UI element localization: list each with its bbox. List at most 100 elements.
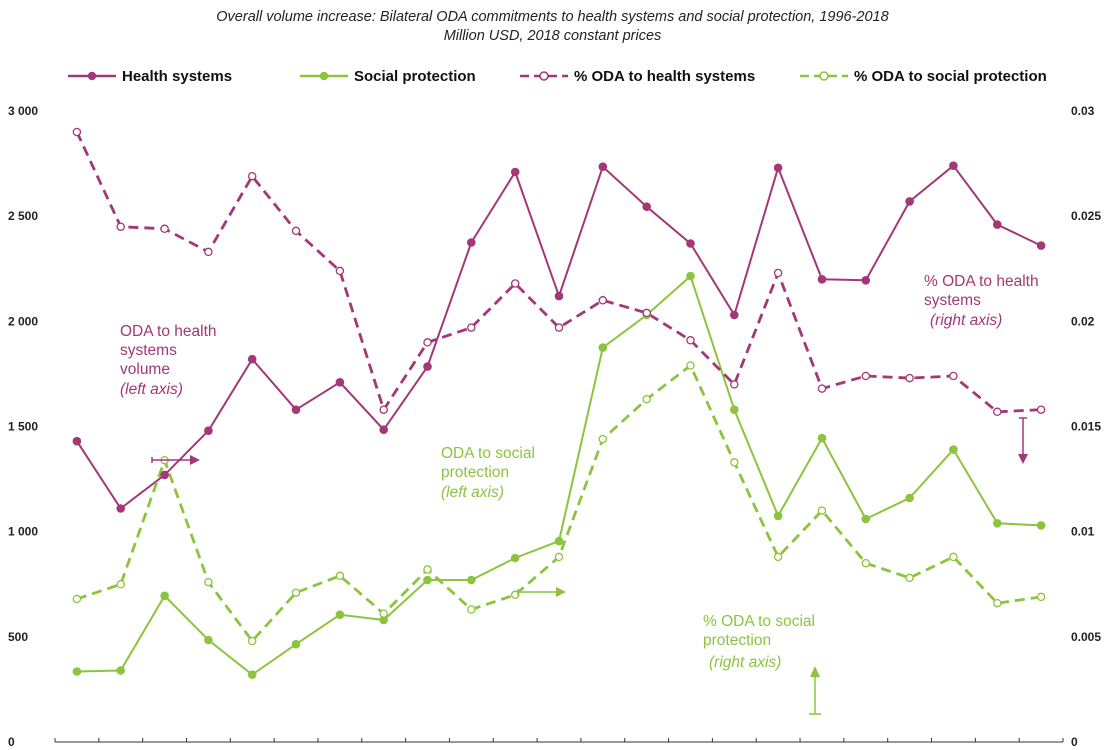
data-point-social-protection — [423, 575, 432, 585]
y-left-tick-label: 3 000 — [8, 104, 38, 118]
legend-label-health-systems: Health systems — [122, 67, 233, 85]
data-point-pct-oda-to-health-systems — [291, 226, 301, 236]
data-point-health-systems — [291, 405, 301, 415]
legend-item-pct-social: % ODA to social protection — [800, 66, 1047, 86]
data-point-pct-oda-to-health-systems — [817, 384, 827, 393]
annotation-health-pct-line1: % ODA to health — [924, 273, 1039, 290]
legend-label-social-protection: Social protection — [354, 67, 476, 85]
data-point-social-protection — [72, 667, 82, 676]
data-point-social-protection — [773, 511, 783, 521]
data-point-pct-oda-to-health-systems — [773, 268, 783, 278]
data-point-pct-oda-to-health-systems — [1036, 405, 1046, 414]
y-right-tick-label: 0.02 — [1071, 314, 1095, 328]
data-point-pct-oda-to-social-protection — [730, 458, 739, 467]
data-point-social-protection — [335, 610, 345, 619]
data-point-health-systems — [773, 163, 783, 173]
chart-title: Overall volume increase: Bilateral ODA c… — [0, 8, 1105, 46]
data-point-health-systems — [116, 504, 125, 513]
data-point-pct-oda-to-social-protection — [993, 598, 1002, 608]
data-point-pct-oda-to-social-protection — [72, 594, 82, 604]
y-right-tick-label: 0.01 — [1071, 525, 1095, 539]
y-left-tick-label: 500 — [8, 630, 28, 644]
data-point-social-protection — [467, 575, 476, 585]
series-line-health-systems — [76, 164, 1042, 510]
data-point-pct-oda-to-social-protection — [204, 577, 213, 587]
data-point-pct-oda-to-social-protection — [554, 552, 564, 562]
data-point-pct-oda-to-social-protection — [291, 588, 301, 597]
annotation-social-volume-line2: protection — [441, 464, 509, 481]
data-point-social-protection — [160, 591, 169, 601]
data-point-pct-oda-to-health-systems — [116, 222, 125, 231]
data-point-pct-oda-to-social-protection — [510, 590, 520, 600]
arrow-social-pct-right — [809, 666, 821, 715]
data-point-health-systems — [204, 426, 213, 436]
annotation-social-pct-line1: % ODA to social — [703, 613, 815, 630]
series-line-social-protection — [76, 275, 1042, 676]
annotation-social-pct-note: (right axis) — [709, 654, 781, 671]
data-point-health-systems — [554, 291, 564, 301]
data-point-pct-oda-to-health-systems — [993, 407, 1002, 417]
legend-swatch-social-protection — [300, 71, 348, 81]
legend-label-pct-health: % ODA to health systems — [574, 67, 756, 85]
data-point-pct-oda-to-social-protection — [1036, 592, 1046, 602]
data-point-health-systems — [642, 202, 651, 211]
annotation-health-pct-line2: systems — [924, 292, 981, 309]
data-point-pct-oda-to-health-systems — [72, 127, 82, 137]
data-point-social-protection — [379, 615, 389, 625]
data-point-pct-oda-to-social-protection — [949, 552, 958, 562]
axes: 0 500 1 000 1 500 2 000 2 500 3 000 0 0.005 0.01 0… — [8, 104, 1101, 749]
data-point-health-systems — [379, 425, 389, 435]
legend-item-social-protection: Social protection — [300, 66, 476, 86]
data-point-pct-oda-to-social-protection — [335, 571, 345, 581]
data-point-health-systems — [72, 436, 82, 446]
data-point-pct-oda-to-health-systems — [861, 371, 871, 381]
data-point-pct-oda-to-health-systems — [423, 338, 432, 347]
y-right-tick-label: 0.025 — [1071, 209, 1101, 223]
annotation-social-volume-note: (left axis) — [441, 484, 504, 501]
data-point-health-systems — [160, 470, 169, 480]
data-point-social-protection — [291, 639, 301, 649]
y-left-tick-label: 1 000 — [8, 525, 38, 539]
data-point-health-systems — [993, 220, 1002, 229]
series-markers — [72, 127, 1046, 679]
legend-swatch-health-systems — [68, 71, 116, 81]
legend-item-pct-health: % ODA to health systems — [520, 66, 755, 86]
annotation-health-volume-line2: systems — [120, 342, 177, 359]
annotation-health-volume-line1: ODA to health — [120, 323, 217, 340]
data-point-health-systems — [467, 238, 476, 247]
data-point-pct-oda-to-social-protection — [773, 552, 783, 562]
annotation-social-volume: ODA to social protection (left axis) — [441, 445, 535, 501]
data-point-social-protection — [817, 433, 827, 443]
data-point-pct-oda-to-social-protection — [642, 394, 651, 404]
data-point-health-systems — [598, 162, 608, 171]
data-point-health-systems — [817, 275, 827, 284]
data-point-social-protection — [905, 493, 914, 503]
annotation-health-volume-note: (left axis) — [120, 381, 183, 398]
data-point-health-systems — [686, 239, 695, 248]
legend-label-pct-social: % ODA to social protection — [854, 67, 1047, 85]
y-left-tick-label: 0 — [8, 735, 15, 749]
data-point-pct-oda-to-health-systems — [379, 405, 388, 414]
arrow-social-volume-left — [517, 587, 566, 597]
legend-swatch-pct-health — [520, 71, 568, 81]
data-point-pct-oda-to-social-protection — [905, 573, 914, 583]
data-point-pct-oda-to-social-protection — [861, 558, 871, 568]
data-point-health-systems — [861, 276, 871, 285]
data-point-social-protection — [949, 445, 958, 454]
data-point-pct-oda-to-health-systems — [905, 373, 914, 383]
annotation-social-pct: % ODA to social protection (right axis) — [703, 613, 815, 671]
data-point-pct-oda-to-social-protection — [817, 506, 827, 515]
data-point-social-protection — [598, 343, 608, 352]
chart-title-line1: Overall volume increase: Bilateral ODA c… — [216, 9, 889, 25]
series-line-pct-oda-to-health-systems — [75, 131, 1042, 414]
data-point-pct-oda-to-health-systems — [686, 336, 695, 345]
data-point-pct-oda-to-social-protection — [247, 636, 257, 646]
data-point-pct-oda-to-health-systems — [554, 323, 564, 332]
legend-item-health-systems: Health systems — [68, 66, 232, 86]
data-point-pct-oda-to-social-protection — [379, 609, 388, 618]
annotation-health-pct-note: (right axis) — [930, 312, 1002, 329]
data-point-social-protection — [554, 536, 564, 546]
data-point-pct-oda-to-health-systems — [598, 296, 608, 305]
annotation-social-pct-line2: protection — [703, 632, 771, 649]
data-point-social-protection — [993, 519, 1002, 528]
